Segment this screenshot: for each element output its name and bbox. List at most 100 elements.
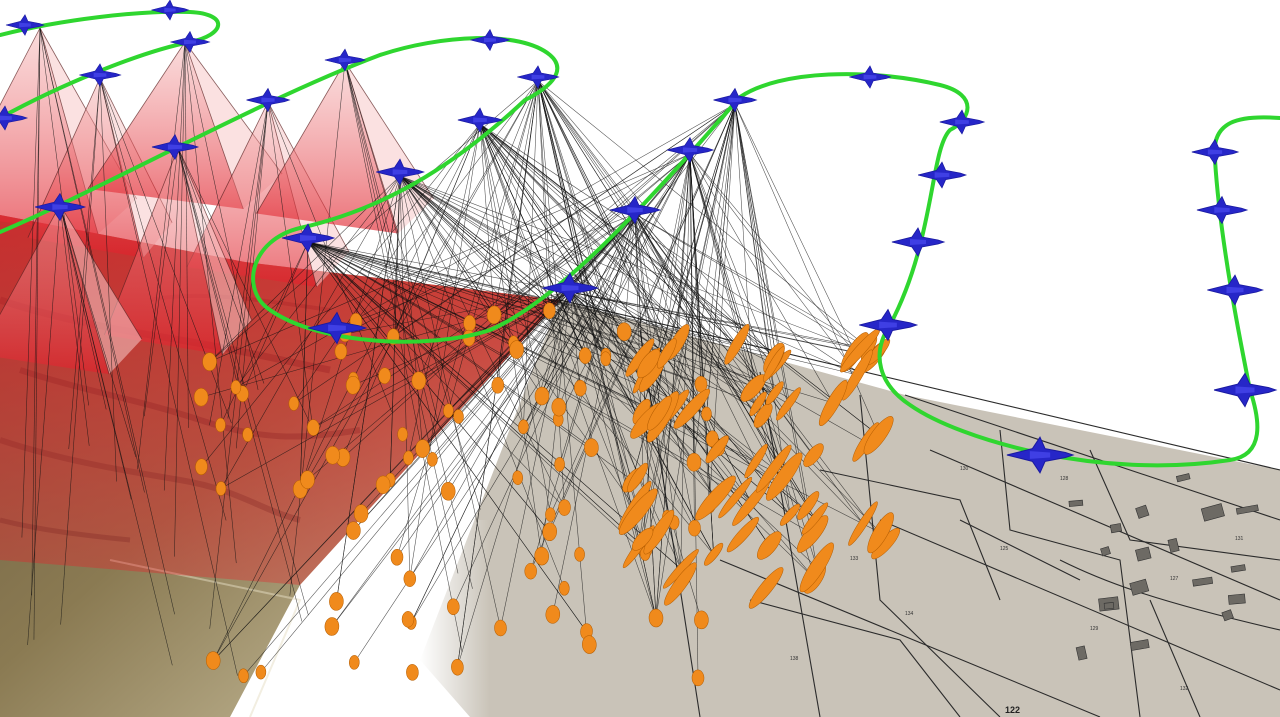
projection-ray [655, 103, 736, 618]
projection-ray [399, 175, 565, 589]
error-ellipse [757, 531, 782, 560]
projection-ray [209, 101, 269, 426]
projection-ray [734, 103, 778, 366]
projection-ray [569, 291, 875, 358]
error-ellipse [406, 664, 419, 681]
error-ellipse [688, 519, 701, 537]
projection-ray [677, 153, 691, 343]
projection-ray [344, 61, 463, 653]
error-ellipse [545, 605, 561, 624]
error-ellipse [545, 507, 556, 522]
projection-ray [307, 241, 565, 508]
error-ellipse [801, 502, 829, 535]
parcel-boundary [1149, 599, 1201, 717]
error-ellipse [390, 549, 404, 566]
error-ellipse [415, 439, 430, 458]
error-ellipse [534, 386, 550, 406]
projection-ray [235, 103, 736, 388]
projection-ray [479, 123, 586, 356]
aircraft-icon [1191, 138, 1240, 166]
error-ellipse [451, 658, 464, 676]
projection-ray [399, 175, 411, 579]
projection-ray [537, 80, 587, 632]
building-footprint [1235, 504, 1259, 515]
projection-ray [569, 291, 815, 579]
error-ellipse [695, 475, 736, 521]
projection-ray [201, 123, 481, 468]
error-ellipse [230, 380, 242, 395]
error-ellipse [574, 379, 587, 397]
error-ellipse [403, 570, 417, 587]
building-footprint [1129, 639, 1150, 651]
error-ellipse [397, 427, 408, 442]
projection-ray [634, 213, 785, 477]
error-ellipse [255, 664, 267, 680]
footprint-cone [87, 42, 244, 209]
projection-ray [144, 147, 179, 417]
error-ellipse [657, 338, 677, 369]
projection-ray [569, 291, 657, 619]
error-ellipse [543, 302, 556, 319]
building-footprint [1175, 473, 1191, 483]
error-ellipse [755, 444, 792, 493]
building-footprint [1068, 499, 1084, 507]
aircraft-icon [917, 161, 968, 189]
building-footprint [1167, 537, 1180, 553]
projection-ray [344, 61, 439, 424]
projection-ray [39, 27, 89, 406]
building-footprint [1075, 645, 1088, 661]
projection-ray [174, 41, 186, 557]
error-ellipse [863, 416, 894, 455]
projection-ray [344, 61, 481, 510]
projection-ray [59, 204, 90, 446]
projection-ray [479, 123, 714, 555]
building-footprint [1100, 546, 1111, 557]
error-ellipse [848, 501, 878, 546]
projection-ray [493, 213, 636, 316]
projection-ray [307, 241, 592, 448]
projection-ray [99, 77, 227, 521]
projection-ray [557, 153, 691, 420]
projection-ray [342, 123, 481, 458]
projection-ray [353, 213, 636, 531]
projection-ray [537, 80, 647, 421]
error-ellipse [765, 452, 803, 501]
projection-ray [734, 103, 775, 365]
aircraft-icon [517, 65, 560, 89]
error-ellipse [345, 375, 361, 395]
projection-ray [569, 291, 639, 512]
cadastral-label: 127 [1170, 576, 1179, 582]
building-footprint [1135, 504, 1150, 519]
error-ellipse [401, 611, 415, 628]
projection-ray [331, 103, 736, 627]
projection-ray [689, 153, 775, 394]
aircraft-icon [246, 87, 291, 113]
projection-ray [177, 147, 265, 384]
projection-ray [642, 103, 736, 540]
error-ellipse [705, 435, 729, 464]
projection-ray [623, 213, 636, 332]
error-ellipse [494, 619, 507, 637]
projection-ray [493, 153, 691, 316]
aircraft-icon [376, 158, 425, 186]
projection-ray [457, 80, 539, 668]
projection-ray [39, 27, 145, 493]
cone-edge [344, 61, 434, 199]
projection-ray [307, 241, 752, 504]
error-ellipse [554, 457, 565, 472]
projection-ray [411, 291, 571, 623]
cone-edge [59, 204, 143, 340]
projection-ray [60, 77, 101, 625]
projection-ray [634, 213, 870, 349]
error-ellipse [724, 323, 750, 365]
projection-ray [344, 61, 459, 574]
cone-edge [0, 204, 61, 316]
error-ellipse [453, 409, 464, 424]
error-ellipse [440, 482, 456, 501]
error-ellipse [558, 499, 571, 516]
projection-ray [584, 153, 691, 356]
projection-ray [646, 153, 691, 371]
projection-ray [212, 123, 481, 661]
projection-ray [260, 153, 691, 673]
cadastral-label: 130 [960, 466, 969, 472]
